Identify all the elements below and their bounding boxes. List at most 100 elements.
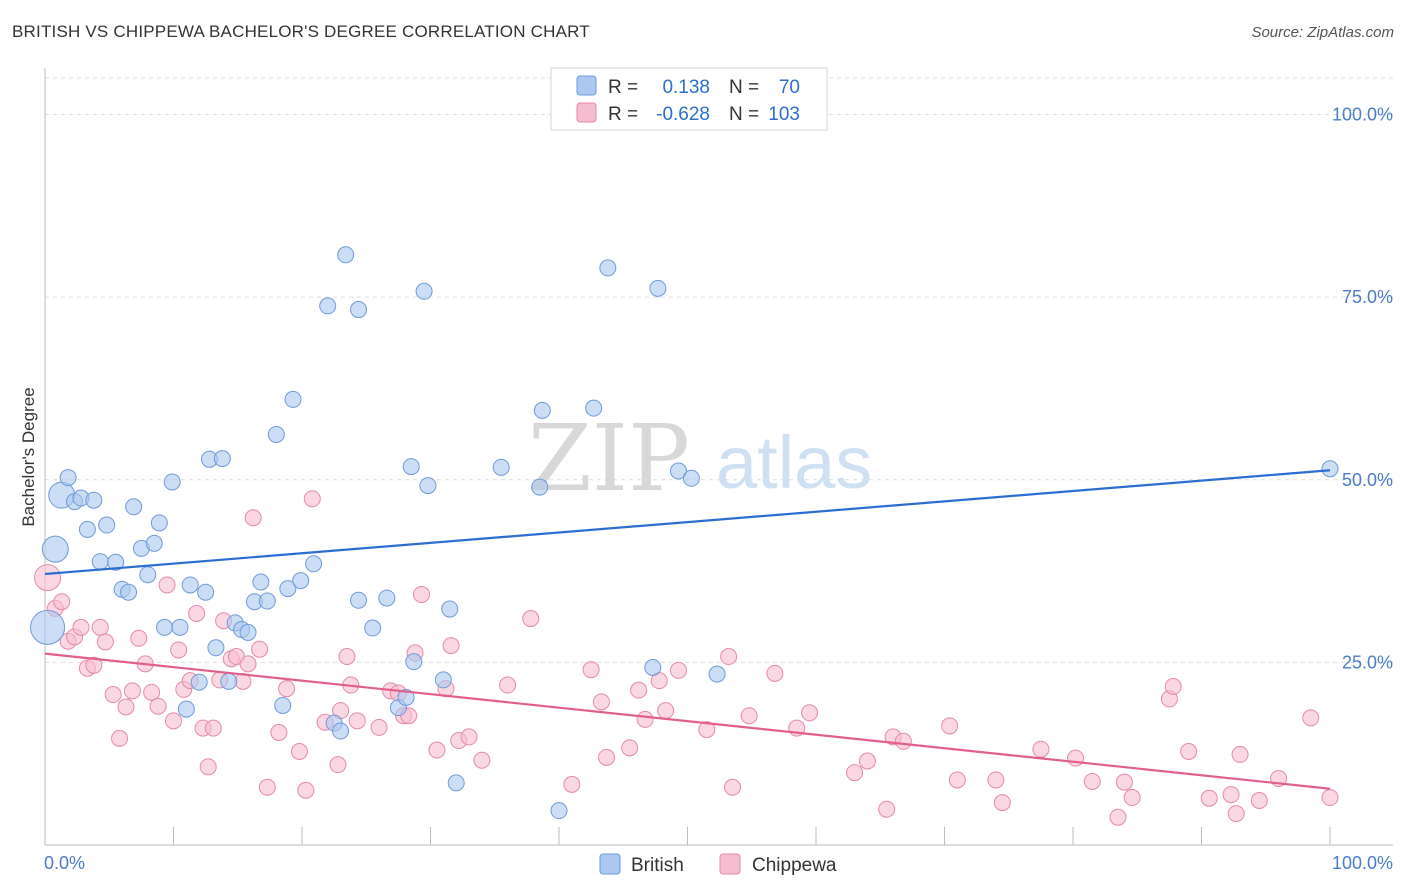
y-tick-label: 100.0% — [1332, 105, 1393, 125]
british-point — [171, 618, 189, 636]
chippewa-point — [85, 656, 103, 674]
british-point — [319, 297, 337, 315]
chippewa-point — [1222, 786, 1240, 804]
british-point — [279, 580, 297, 598]
british-point — [492, 458, 510, 476]
chippewa-point — [1032, 740, 1050, 758]
british-point — [447, 774, 465, 792]
chippewa-point — [111, 729, 129, 747]
chippewa-point — [846, 764, 864, 782]
british-point — [145, 534, 163, 552]
british-point — [30, 609, 66, 645]
british-point — [177, 700, 195, 718]
watermark-zip: ZIP — [528, 405, 690, 512]
chippewa-point — [270, 724, 288, 742]
british-point — [107, 553, 125, 571]
british-point — [550, 802, 568, 820]
chippewa-point — [143, 683, 161, 701]
chippewa-point — [170, 641, 188, 659]
chippewa-point — [1123, 789, 1141, 807]
chippewa-point — [740, 707, 758, 725]
chippewa-point — [948, 771, 966, 789]
british-point — [415, 282, 433, 300]
source-label: Source: ZipAtlas.com — [1251, 24, 1394, 41]
chippewa-point — [987, 771, 1005, 789]
bottom-legend-british-swatch — [599, 853, 621, 875]
chippewa-point — [130, 629, 148, 647]
chippewa-point — [158, 576, 176, 594]
british-point — [190, 673, 208, 691]
chippewa-point — [117, 698, 135, 716]
chippewa-point — [499, 676, 517, 694]
british-point — [533, 401, 551, 419]
chippewa-point — [720, 648, 738, 666]
british-point — [585, 399, 603, 417]
british-point — [41, 535, 69, 563]
legend-box — [550, 67, 828, 131]
chippewa-point — [621, 739, 639, 757]
legend-chippewa-r-value: -0.628 — [656, 104, 710, 125]
british-point — [207, 639, 225, 657]
british-points — [30, 246, 1339, 820]
british-point — [531, 478, 549, 496]
chippewa-point — [1109, 808, 1127, 826]
british-point — [163, 473, 181, 491]
british-point — [350, 591, 368, 609]
legend-british-n-value: 70 — [779, 77, 800, 98]
chippewa-point — [1200, 789, 1218, 807]
y-tick-label: 25.0% — [1342, 652, 1393, 672]
british-point — [419, 477, 437, 495]
chippewa-point — [670, 661, 688, 679]
chippewa-point — [598, 748, 616, 766]
british-point — [252, 573, 270, 591]
british-point — [682, 469, 700, 487]
bottom-legend: British Chippewa — [599, 853, 837, 876]
british-point — [258, 592, 276, 610]
chippewa-point — [204, 719, 222, 737]
chippewa-point — [1250, 791, 1268, 809]
x-tick-label-max: 100.0% — [1332, 853, 1393, 873]
x-tick-label-min: 0.0% — [44, 853, 85, 873]
chippewa-point — [723, 778, 741, 796]
chippewa-point — [858, 752, 876, 770]
chippewa-point — [188, 604, 206, 622]
british-point — [350, 301, 368, 319]
legend-chippewa-n-value: 103 — [768, 104, 800, 125]
chippewa-point — [165, 712, 182, 730]
chippewa-point — [698, 721, 716, 739]
chippewa-point — [290, 742, 308, 760]
legend-chippewa-swatch — [576, 102, 597, 123]
chippewa-point — [244, 509, 262, 527]
british-point — [670, 462, 688, 480]
chippewa-point — [370, 718, 388, 736]
british-point — [181, 576, 199, 594]
british-point — [125, 498, 143, 516]
chippewa-point — [657, 702, 675, 720]
british-point — [91, 553, 109, 571]
top-legend: R = 0.138 N = 70 R = -0.628 N = 103 — [550, 67, 828, 131]
legend-british-r-label: R = — [608, 77, 638, 98]
british-point — [405, 653, 423, 671]
british-point — [267, 425, 285, 443]
chippewa-point — [258, 778, 276, 796]
chippewa-point — [592, 693, 610, 711]
bottom-legend-british-label: British — [631, 855, 684, 876]
chippewa-point — [522, 610, 540, 628]
british-point — [78, 520, 96, 538]
chippewa-point — [338, 648, 356, 666]
legend-chippewa-r-label: R = — [608, 104, 638, 125]
chippewa-point — [1115, 773, 1133, 791]
chippewa-point — [413, 585, 431, 603]
bottom-legend-chippewa-label: Chippewa — [752, 855, 837, 876]
chippewa-point — [348, 712, 366, 730]
y-tick-label: 75.0% — [1342, 287, 1393, 307]
trend-lines — [44, 469, 1331, 790]
british-point — [59, 469, 77, 487]
british-point — [378, 589, 396, 607]
chippewa-point — [53, 593, 71, 611]
chippewa-point — [96, 633, 114, 651]
legend-british-r-value: 0.138 — [662, 77, 710, 98]
chippewa-point — [993, 794, 1011, 812]
chippewa-point — [1180, 742, 1198, 760]
